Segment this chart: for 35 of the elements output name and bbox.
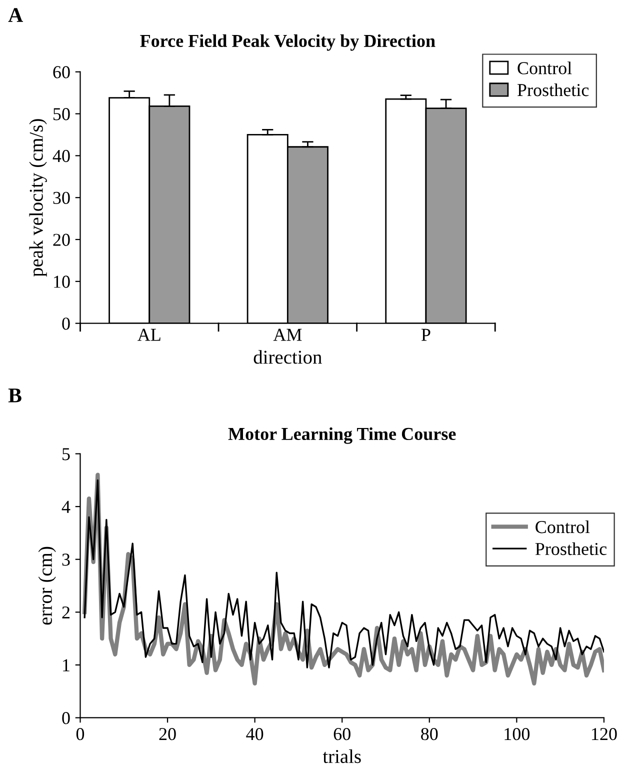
legend-label: Control	[518, 62, 572, 74]
x-tick-label: AM	[273, 328, 302, 341]
legend-label: Prosthetic	[535, 542, 607, 556]
x-tick-label: 80	[421, 728, 438, 740]
text: A	[8, 8, 23, 22]
y-tick-label: 40	[52, 150, 70, 162]
legend-label: Control	[536, 520, 590, 534]
y-tick-label: 50	[54, 108, 70, 120]
x-axis-title: trials	[322, 749, 361, 764]
x-tick-label: 100	[504, 728, 530, 740]
y-tick-label: 20	[53, 234, 70, 246]
y-tick-label: 0	[62, 712, 70, 724]
x-tick-label: 0	[76, 728, 84, 740]
y-tick-label: 60	[53, 66, 70, 78]
y-axis-title: error (cm)	[38, 546, 56, 625]
x-tick-label: P	[421, 328, 430, 341]
y-tick-label: 2	[62, 606, 70, 618]
chart-title: Force Field Peak Velocity by Direction	[140, 34, 436, 51]
chart-title: Motor Learning Time Course	[228, 427, 456, 444]
x-tick-label: AL	[138, 328, 160, 341]
y-tick-label: 4	[62, 500, 70, 513]
y-tick-label: 3	[62, 554, 70, 566]
x-tick-label: 120	[592, 728, 617, 740]
x-axis-title: direction	[254, 350, 322, 364]
x-tick-label: 60	[334, 728, 350, 740]
y-tick-label: 1	[63, 659, 70, 672]
y-tick-label: 0	[62, 318, 70, 330]
x-tick-label: 20	[159, 728, 176, 740]
x-tick-label: 40	[246, 728, 264, 740]
y-axis-title: peak velocity (cm/s)	[29, 119, 47, 277]
y-tick-label: 10	[54, 276, 70, 288]
y-tick-label: 5	[62, 448, 70, 460]
y-tick-label: 30	[53, 192, 70, 204]
text: B	[8, 388, 22, 402]
legend-label: Prosthetic	[517, 83, 589, 96]
